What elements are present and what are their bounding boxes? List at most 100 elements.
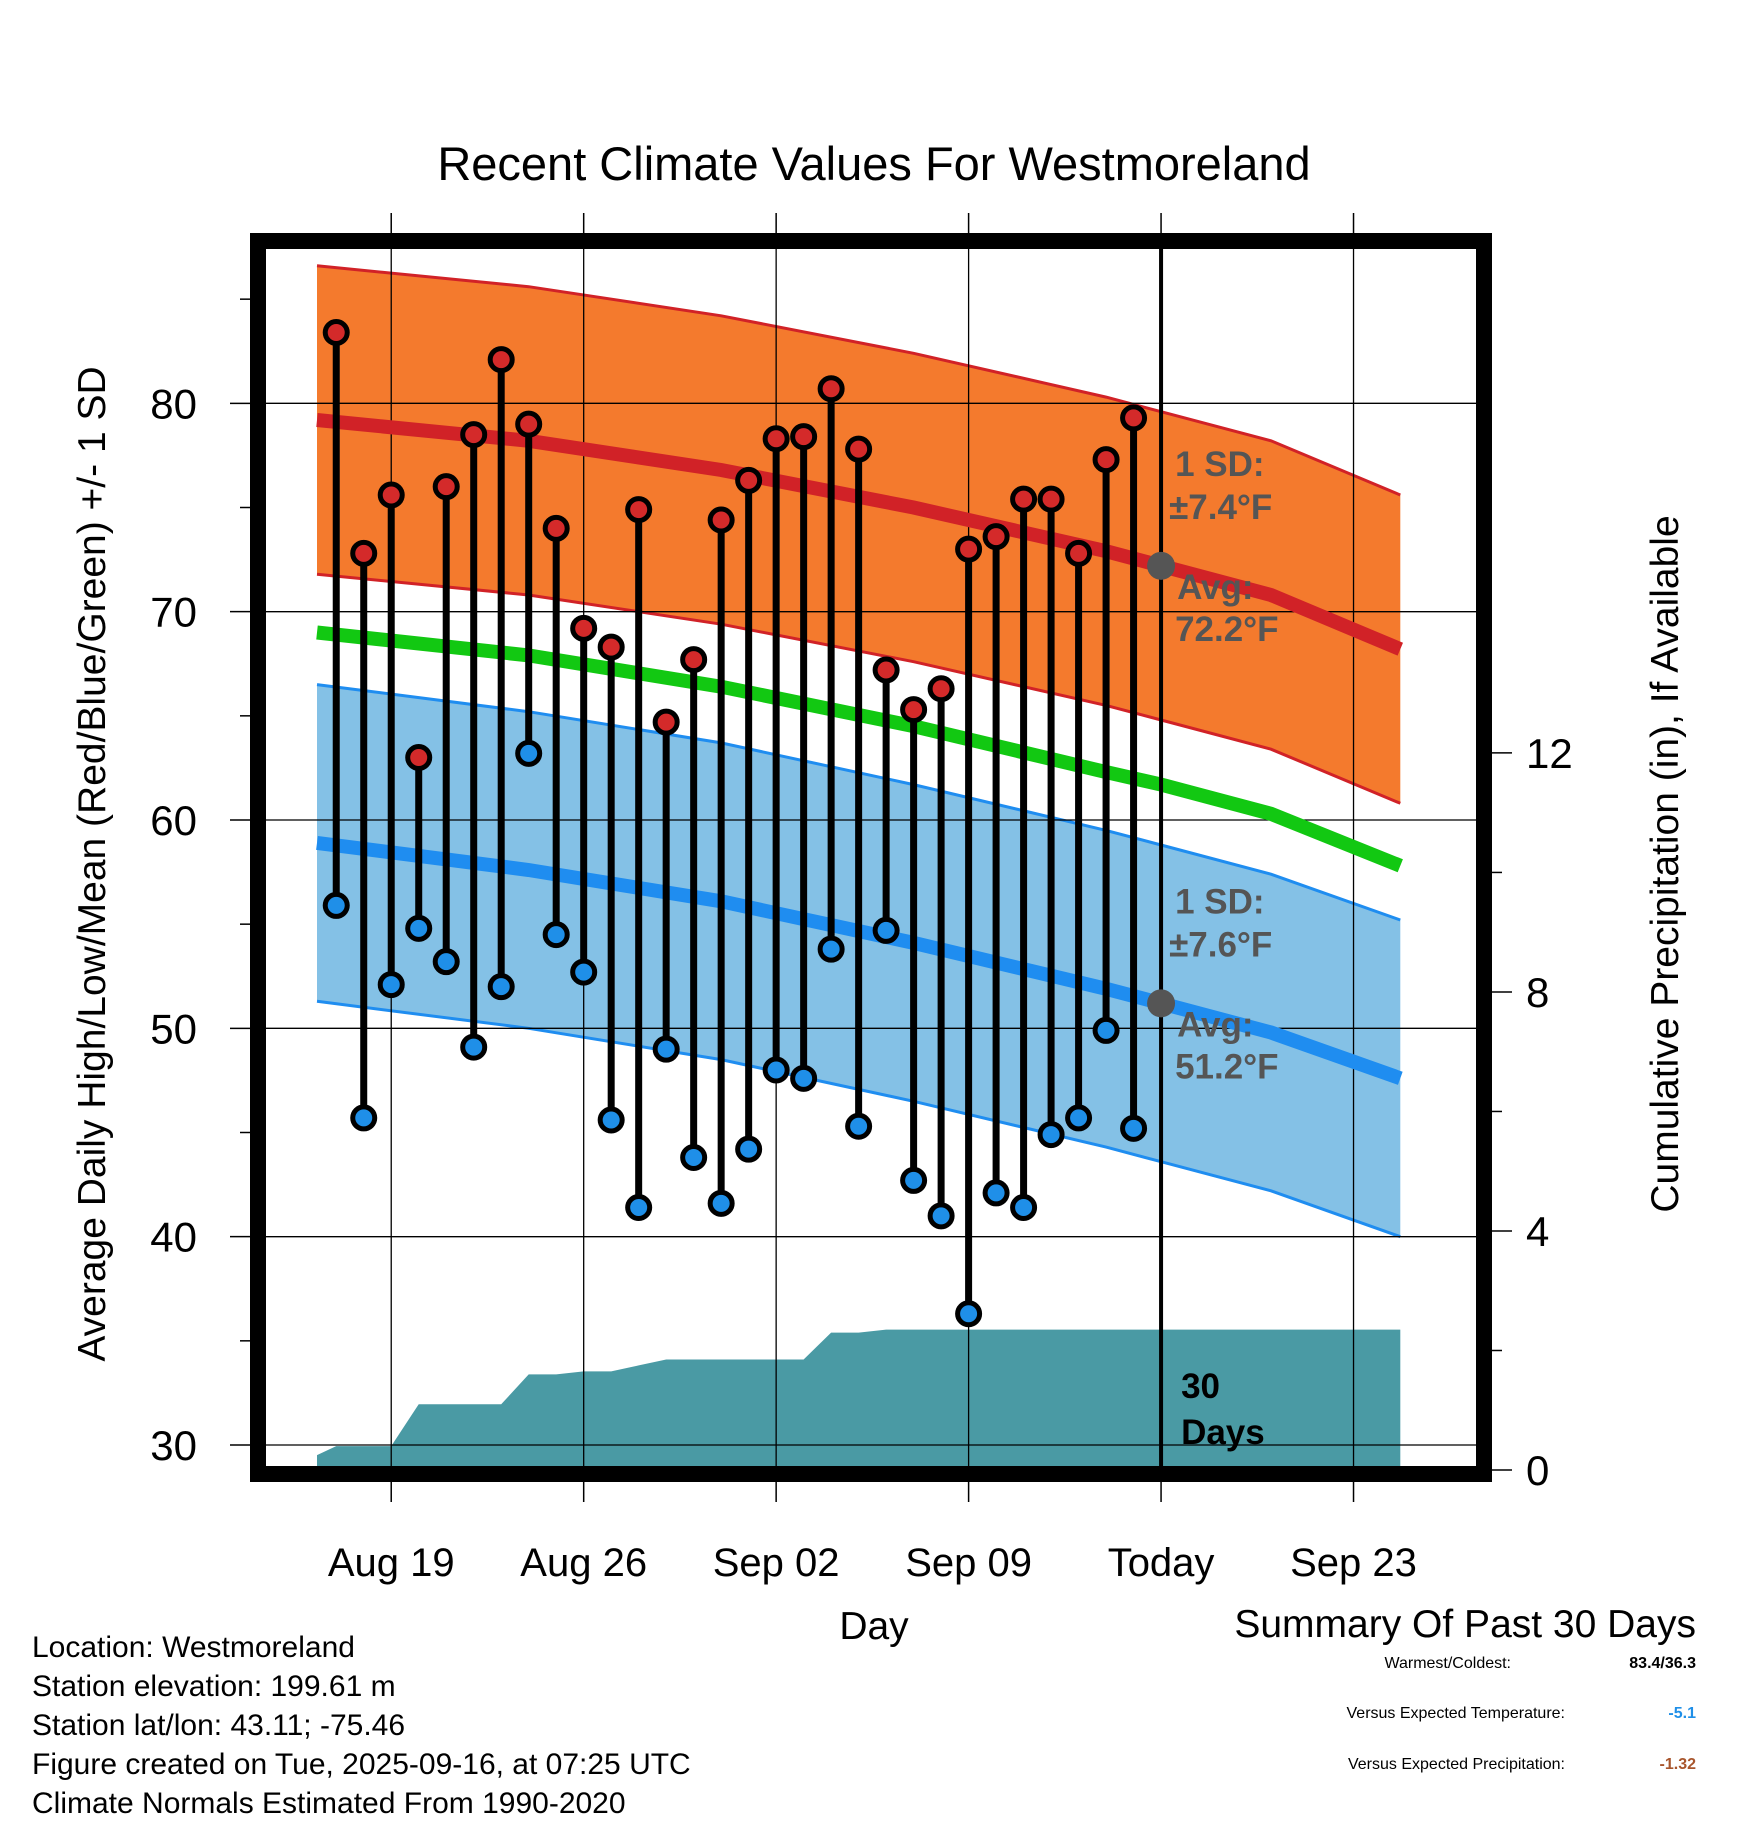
low-sd-label: 1 SD: [1175,882,1264,921]
chart-title: Recent Climate Values For Westmoreland [437,137,1310,190]
summary-temp-value: -5.1 [1668,1705,1696,1722]
summary-warmest-coldest-label: Warmest/Coldest: [1384,1655,1511,1672]
daily-low-point [1065,1104,1093,1132]
summary-precip-value: -1.32 [1659,1756,1696,1773]
daily-low-point [625,1194,653,1221]
daily-high-point [432,473,460,501]
daily-low-point [955,1300,983,1328]
daily-high-point [515,410,543,438]
x-tick-label: Aug 26 [520,1541,647,1585]
y-tick-label: 70 [150,589,197,636]
daily-high-point [542,514,570,542]
y-tick-label: 30 [150,1422,197,1469]
normal-low-line [316,835,1403,1085]
high-sd-lower-edge [316,572,1401,805]
daily-low-point [1120,1114,1148,1142]
y-tick-label: 50 [150,1005,197,1052]
daily-low-point [597,1106,625,1134]
y2-tick-label: 8 [1526,969,1549,1016]
daily-low-point [790,1064,818,1092]
low-avg-value: 51.2°F [1175,1047,1279,1086]
y-tick-label: 80 [150,380,197,427]
daily-low-point [405,914,433,942]
today-low-avg-dot [1147,989,1176,1018]
summary-precip-label: Versus Expected Precipitation: [1347,1756,1565,1773]
low-sd-upper-edge [316,683,1401,922]
daily-low-point [570,958,598,986]
daily-low-point [460,1033,488,1061]
daily-low-point [982,1179,1010,1207]
y2-tick-label: 12 [1526,730,1573,777]
high-avg-label: Avg: [1177,568,1253,607]
daily-high-point [652,708,680,736]
daily-high-point [377,481,405,509]
daily-low-point [900,1166,928,1194]
daily-high-point [817,375,845,403]
daily-high-point [900,696,928,724]
x-tick-label: Sep 09 [905,1541,1032,1585]
x-tick-label: Aug 19 [328,1541,455,1585]
daily-high-point [927,675,955,703]
y2-tick-label: 4 [1526,1208,1549,1255]
daily-high-point [762,425,790,453]
high-sd-label: 1 SD: [1175,445,1264,484]
precip-area [317,1329,1401,1470]
daily-low-point [542,921,570,949]
normal-high-line [316,413,1404,656]
precip-days-number: 30 [1181,1367,1220,1406]
daily-high-point [845,435,873,463]
high-sd-value: ±7.4°F [1169,488,1272,527]
daily-high-point [1010,485,1038,513]
normal-mean-line [316,625,1403,873]
info-location: Location: Westmoreland [32,1631,355,1664]
summary-warmest-coldest-value: 83.4/36.3 [1629,1655,1696,1672]
daily-high-point [1120,404,1148,432]
daily-high-point [487,346,515,374]
low-avg-label: Avg: [1177,1005,1253,1044]
daily-low-point [377,971,405,999]
daily-low-point [432,948,460,976]
daily-high-point [680,646,708,674]
daily-low-point [652,1035,680,1063]
info-normals: Climate Normals Estimated From 1990-2020 [32,1787,626,1820]
daily-high-point [597,633,625,661]
daily-high-point [955,535,983,563]
daily-high-point [322,319,350,346]
x-tick-label: Today [1108,1541,1215,1585]
daily-low-point [1037,1121,1065,1149]
low-sd-lower-edge [316,999,1401,1239]
daily-high-point [1092,446,1120,474]
x-axis-label: Day [839,1605,909,1648]
info-latlon: Station lat/lon: 43.11; -75.46 [32,1709,406,1742]
low-sd-value: ±7.6°F [1169,925,1272,964]
daily-low-point [1010,1194,1038,1221]
summary-temp-label: Versus Expected Temperature: [1346,1705,1566,1722]
info-elevation: Station elevation: 199.61 m [32,1670,396,1703]
daily-high-point [405,744,433,771]
daily-high-point [1037,485,1065,513]
daily-low-point [322,891,350,919]
plot-frame [250,233,1492,1482]
y-axis-label: Average Daily High/Low/Mean (Red/Blue/Gr… [71,366,114,1361]
daily-high-point [982,523,1010,551]
daily-low-point [487,973,515,1001]
daily-high-point [790,423,818,451]
daily-high-point [735,466,763,494]
daily-high-point [625,496,653,524]
daily-low-point [817,935,845,963]
daily-low-point [515,739,543,767]
daily-high-point [350,539,378,567]
daily-low-point [872,916,900,944]
x-tick-label: Sep 02 [713,1541,840,1585]
daily-low-point [927,1202,955,1230]
daily-low-point [762,1056,790,1084]
daily-high-point [1065,539,1093,567]
daily-low-point [350,1104,378,1132]
info-created: Figure created on Tue, 2025-09-16, at 07… [32,1748,691,1781]
daily-low-point [680,1144,708,1171]
precip-days-label: Days [1181,1413,1265,1452]
axes: 30 40 50 60 70 80 0 4 8 12 Aug 19 Aug 26 Sep 02 Sep 0… [150,213,1573,1585]
